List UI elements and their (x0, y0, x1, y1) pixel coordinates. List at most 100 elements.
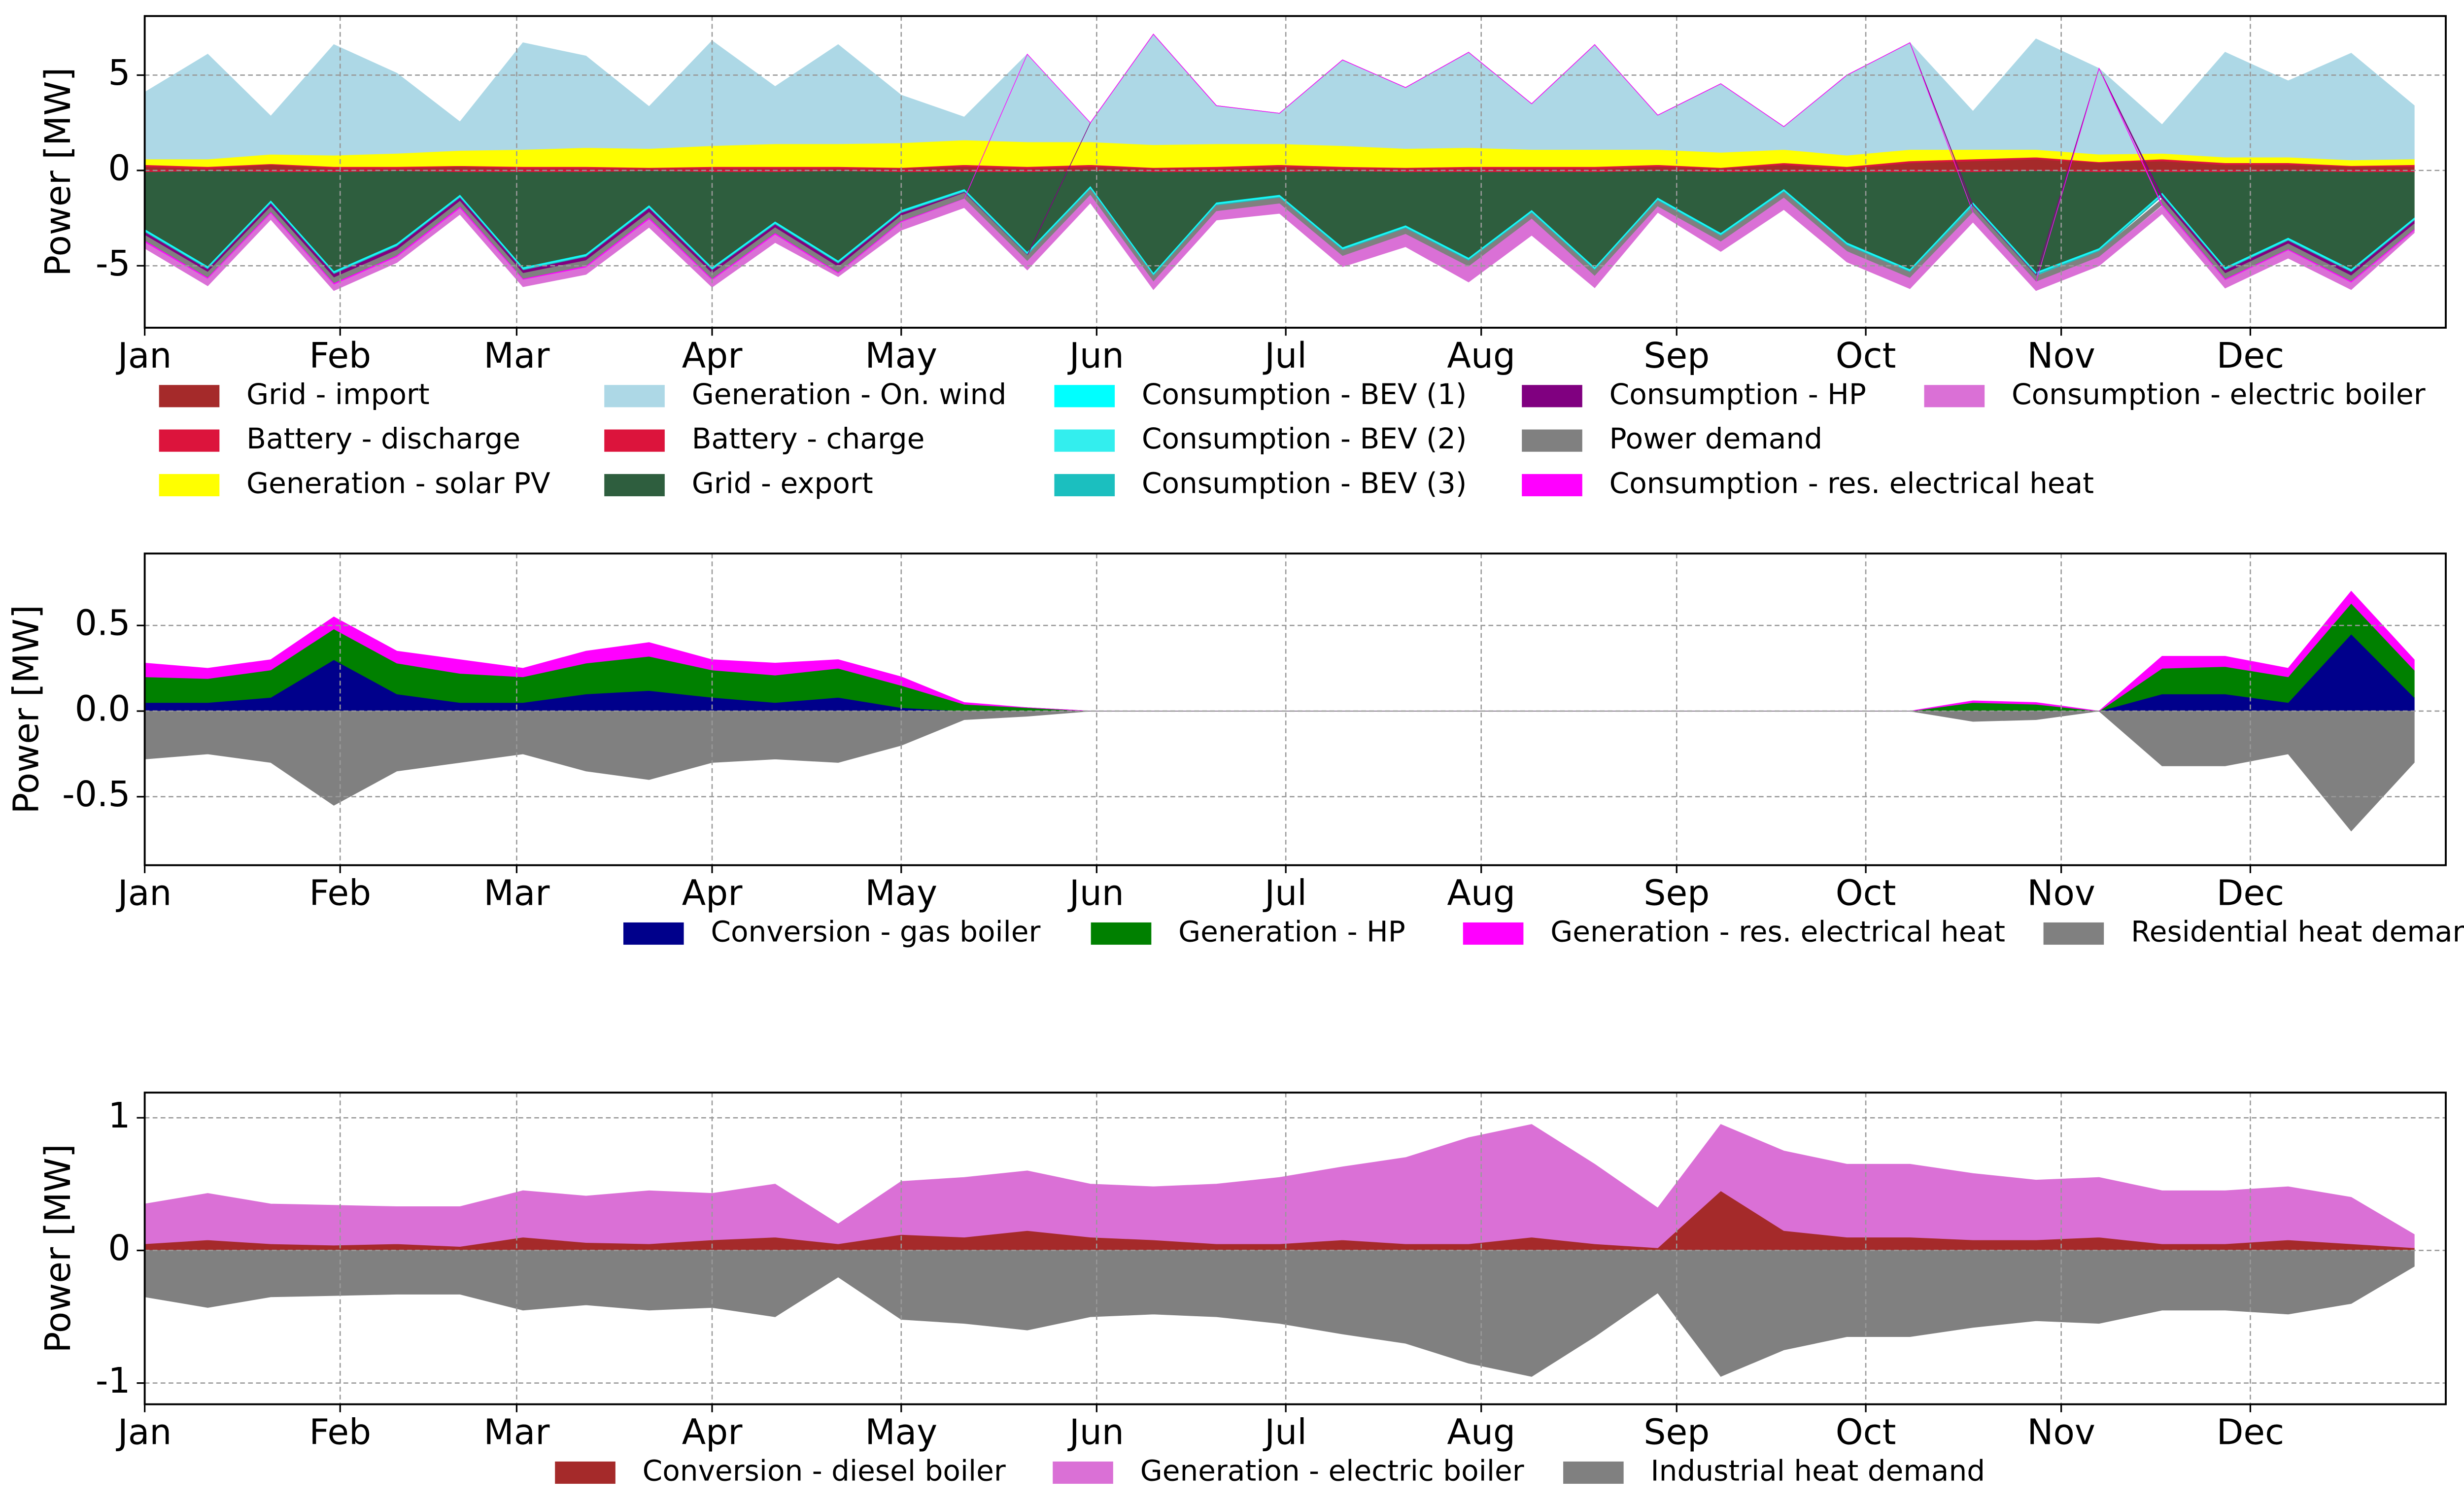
legend-label: Battery - discharge (246, 422, 520, 455)
y-axis-label: Power [MW] (37, 1144, 78, 1353)
legend-swatch (1054, 429, 1115, 452)
legend-label: Generation - HP (1178, 915, 1405, 949)
x-tick-label: Mar (483, 873, 550, 914)
legend-label: Battery - charge (692, 422, 925, 455)
legend-swatch (1522, 385, 1582, 408)
plot-frame (143, 1092, 2447, 1405)
legend-label: Consumption - BEV (3) (1142, 467, 1467, 500)
area-series (144, 711, 2415, 832)
legend-swatch (1054, 385, 1115, 408)
x-tick-label: May (865, 335, 937, 376)
area-series (144, 1250, 2415, 1377)
plot (144, 590, 2415, 832)
legend-swatch (1522, 474, 1582, 497)
legend-label: Generation - solar PV (246, 467, 550, 500)
x-tick-label: Sep (1643, 1411, 1710, 1452)
x-tick-label: Sep (1643, 873, 1710, 914)
legend-swatch (1463, 922, 1524, 945)
x-tick-label: Oct (1836, 873, 1896, 914)
x-tick-label: Nov (2027, 873, 2095, 914)
x-tick-label: Jun (1067, 335, 1124, 376)
y-axis-label: Power [MW] (6, 605, 47, 814)
x-tick-label: Apr (682, 873, 743, 914)
legend-label: Grid - import (246, 377, 430, 411)
x-tick-label: Mar (483, 1411, 550, 1452)
x-tick-label: Sep (1643, 335, 1710, 376)
legend-swatch (159, 385, 220, 408)
x-tick-label: Apr (682, 1411, 743, 1452)
plot (144, 1124, 2415, 1377)
legend-label: Consumption - BEV (1) (1142, 377, 1467, 411)
x-tick-label: Jul (1263, 1411, 1307, 1452)
legend-swatch (604, 474, 665, 497)
x-tick-label: Jul (1263, 335, 1307, 376)
x-tick-label: Dec (2217, 873, 2284, 914)
y-tick-label: -1 (96, 1360, 131, 1401)
x-tick-label: Mar (483, 335, 550, 376)
x-tick-label: Apr (682, 335, 743, 376)
x-tick-label: Oct (1836, 1411, 1896, 1452)
legend-swatch (1053, 1461, 1113, 1484)
legend-label: Conversion - gas boiler (711, 915, 1040, 949)
legend-label: Generation - electric boiler (1140, 1454, 1524, 1488)
area-series (144, 603, 2415, 712)
x-tick-label: Nov (2027, 335, 2095, 376)
x-tick-label: Jul (1263, 873, 1307, 914)
x-tick-label: Jan (116, 335, 171, 376)
legend-swatch (1054, 474, 1115, 497)
area-series (144, 1124, 2415, 1248)
legend-swatch (1563, 1461, 1624, 1484)
legend-swatch (1091, 922, 1152, 945)
x-tick-label: Aug (1447, 1411, 1515, 1452)
x-tick-label: May (865, 1411, 937, 1452)
y-axis-label: Power [MW] (37, 68, 78, 276)
x-tick-label: Feb (309, 1411, 371, 1452)
x-tick-label: Jan (116, 873, 171, 914)
legend-label: Conversion - diesel boiler (643, 1454, 1006, 1488)
legend-label: Consumption - HP (1609, 377, 1866, 411)
legend-label: Residential heat demand (2131, 915, 2464, 949)
legend-swatch (1924, 385, 1985, 408)
x-tick-label: Jan (116, 1411, 171, 1452)
x-tick-label: May (865, 873, 937, 914)
area-series (144, 590, 2415, 712)
y-tick-label: 5 (108, 52, 130, 93)
y-tick-label: 0 (108, 1228, 130, 1268)
legend-swatch (555, 1461, 616, 1484)
legend-swatch (159, 429, 220, 452)
legend-label: Generation - res. electrical heat (1550, 915, 2005, 949)
y-tick-label: 0 (108, 147, 130, 188)
area-series (144, 34, 2415, 161)
plot-frame (143, 552, 2447, 866)
legend-swatch (2043, 922, 2104, 945)
legend-swatch (1522, 429, 1582, 452)
plot-frame (143, 15, 2447, 329)
legend-swatch (604, 385, 665, 408)
legend-label: Consumption - res. electrical heat (1609, 467, 2094, 500)
x-tick-label: Oct (1836, 335, 1896, 376)
legend-swatch (604, 429, 665, 452)
legend-label: Consumption - BEV (2) (1142, 422, 1467, 455)
y-tick-label: 0.5 (75, 603, 131, 644)
area-series (144, 195, 2415, 291)
x-tick-label: Dec (2217, 335, 2284, 376)
legend-swatch (623, 922, 684, 945)
x-tick-label: Jun (1067, 1411, 1124, 1452)
plot (144, 34, 2415, 291)
x-tick-label: Jun (1067, 873, 1124, 914)
y-tick-label: 0.0 (75, 688, 131, 729)
x-tick-label: Feb (309, 873, 371, 914)
legend-label: Grid - export (692, 467, 873, 500)
y-tick-label: -5 (96, 243, 131, 284)
legend-label: Generation - On. wind (692, 377, 1007, 411)
x-tick-label: Aug (1447, 335, 1515, 376)
y-tick-label: 1 (108, 1095, 130, 1136)
x-tick-label: Aug (1447, 873, 1515, 914)
legend-label: Consumption - electric boiler (2012, 377, 2426, 411)
x-tick-label: Feb (309, 335, 371, 376)
legend-label: Power demand (1609, 422, 1822, 455)
x-tick-label: Nov (2027, 1411, 2095, 1452)
y-tick-label: -0.5 (62, 774, 131, 815)
